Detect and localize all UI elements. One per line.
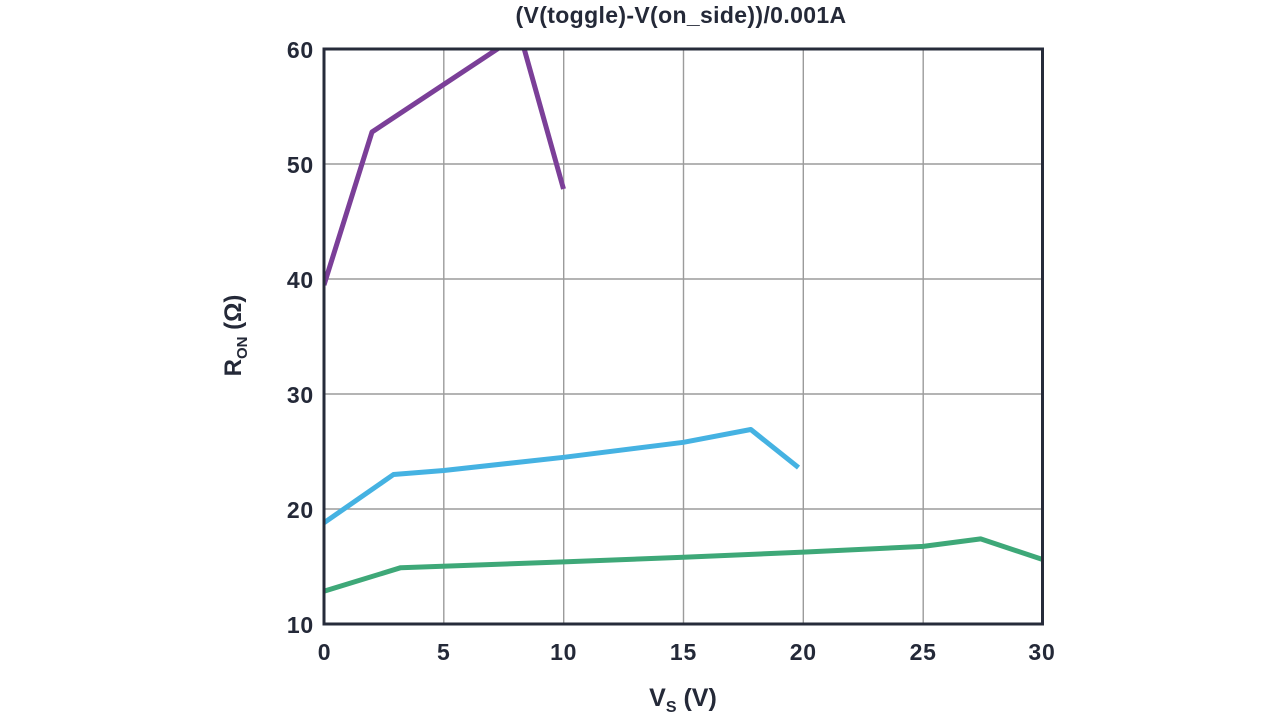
svg-text:VS (V): VS (V) bbox=[649, 684, 717, 716]
svg-text:20: 20 bbox=[287, 497, 314, 523]
svg-text:(V(toggle)-V(on_side))/0.001A: (V(toggle)-V(on_side))/0.001A bbox=[516, 2, 847, 28]
svg-text:5: 5 bbox=[437, 639, 451, 665]
svg-text:20: 20 bbox=[790, 639, 817, 665]
svg-text:RON (Ω): RON (Ω) bbox=[220, 295, 251, 377]
svg-text:30: 30 bbox=[1028, 639, 1055, 665]
svg-text:10: 10 bbox=[550, 639, 577, 665]
svg-text:10: 10 bbox=[287, 612, 314, 638]
svg-text:25: 25 bbox=[910, 639, 937, 665]
svg-text:40: 40 bbox=[287, 267, 314, 293]
svg-text:50: 50 bbox=[287, 152, 314, 178]
svg-text:60: 60 bbox=[287, 37, 314, 63]
svg-text:0: 0 bbox=[318, 639, 332, 665]
svg-text:15: 15 bbox=[670, 639, 697, 665]
svg-text:30: 30 bbox=[287, 382, 314, 408]
